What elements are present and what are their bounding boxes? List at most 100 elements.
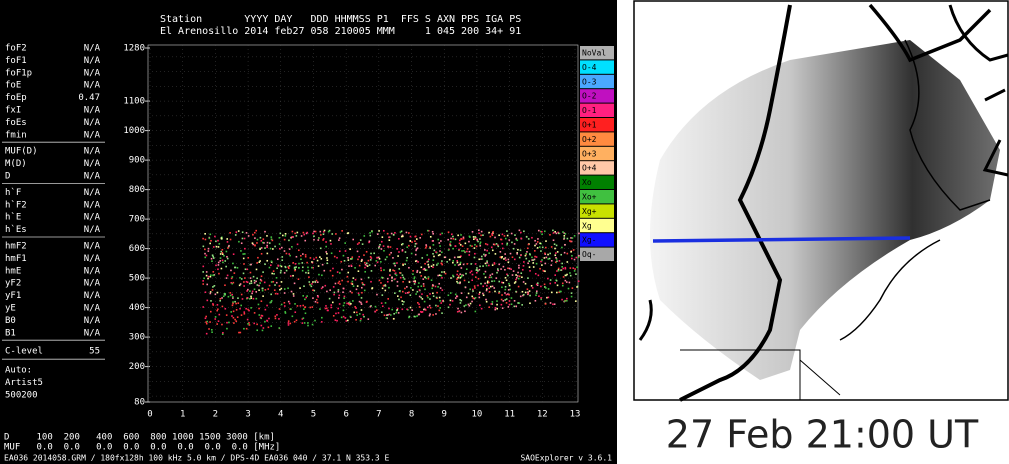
coastline — [839, 239, 941, 341]
echo-dot — [401, 274, 404, 277]
echo-dot — [315, 279, 318, 282]
echo-dot — [280, 281, 283, 283]
echo-dot — [287, 287, 289, 290]
echo-dot — [246, 290, 248, 292]
echo-dot — [420, 233, 423, 236]
echo-dot — [563, 251, 566, 254]
echo-dot — [214, 316, 217, 318]
echo-dot — [389, 314, 392, 316]
echo-dot — [210, 257, 213, 260]
echo-dot — [439, 233, 442, 236]
param-value: N/A — [84, 225, 101, 235]
echo-dot — [384, 258, 387, 261]
echo-dot — [212, 286, 214, 288]
echo-dot — [524, 291, 527, 294]
echo-dot — [390, 232, 393, 235]
echo-dot — [231, 315, 233, 317]
echo-dot — [241, 237, 244, 240]
echo-dot — [284, 233, 287, 235]
echo-dot — [302, 231, 305, 234]
param-label: hmF1 — [5, 254, 27, 264]
echo-dot — [358, 294, 360, 296]
echo-dot — [229, 238, 232, 241]
echo-dot — [235, 302, 237, 305]
echo-dot — [408, 291, 410, 294]
echo-dot — [439, 250, 441, 252]
echo-dot — [530, 285, 533, 287]
echo-dot — [501, 256, 503, 258]
footer-version: SAOExplorer v 3.6.1 — [520, 454, 612, 463]
echo-dot — [431, 230, 434, 233]
echo-dot — [529, 270, 531, 272]
echo-dot — [463, 305, 466, 307]
echo-dot — [374, 310, 377, 313]
echo-dot — [426, 261, 428, 263]
legend-swatch — [580, 46, 614, 60]
echo-dot — [556, 251, 559, 253]
echo-dot — [350, 282, 353, 285]
echo-dot — [564, 266, 567, 269]
legend-label: O-3 — [582, 77, 597, 86]
echo-dot — [484, 262, 487, 265]
echo-dot — [536, 241, 539, 243]
echo-dot — [440, 302, 442, 304]
param-label: yF2 — [5, 279, 21, 289]
echo-dot — [539, 230, 542, 233]
echo-dot — [232, 253, 235, 255]
echo-dot — [469, 236, 471, 238]
echo-dot — [457, 256, 459, 258]
echo-dot — [239, 307, 241, 310]
echo-dot — [390, 251, 392, 254]
echo-dot — [342, 304, 345, 307]
echo-dot — [504, 237, 507, 240]
echo-dot — [209, 292, 212, 295]
echo-dot — [293, 282, 296, 285]
echo-dot — [503, 258, 505, 260]
echo-dot — [384, 289, 387, 292]
echo-dot — [262, 327, 265, 329]
param-label: hmF2 — [5, 242, 27, 252]
echo-dot — [417, 261, 419, 263]
echo-dot — [518, 256, 521, 259]
echo-dot — [341, 230, 343, 232]
echo-dot — [524, 282, 527, 285]
echo-dot — [520, 231, 522, 234]
echo-dot — [566, 237, 569, 240]
echo-dot — [513, 243, 516, 245]
echo-dot — [419, 310, 422, 313]
echo-dot — [454, 297, 457, 299]
echo-dot — [212, 246, 215, 248]
echo-dot — [280, 265, 283, 268]
echo-dot — [515, 238, 518, 241]
echo-dot — [432, 240, 434, 242]
echo-dot — [460, 299, 463, 302]
echo-dot — [427, 229, 430, 232]
echo-dot — [253, 312, 256, 314]
param-value: N/A — [84, 304, 101, 314]
echo-dot — [540, 260, 542, 263]
echo-dot — [444, 272, 447, 275]
echo-dot — [548, 257, 551, 260]
echo-dot — [319, 230, 322, 233]
echo-dot — [376, 256, 378, 259]
echo-dot — [361, 258, 363, 261]
echo-dot — [430, 265, 433, 268]
echo-dot — [484, 282, 486, 285]
echo-dot — [261, 329, 264, 332]
echo-dot — [229, 292, 232, 294]
echo-dot — [489, 285, 492, 288]
echo-dot — [469, 244, 472, 247]
echo-dot — [317, 296, 319, 298]
echo-dot — [253, 322, 256, 325]
echo-dot — [417, 313, 420, 316]
x-tick-label: 3 — [245, 410, 250, 420]
echo-dot — [396, 248, 399, 250]
echo-dot — [244, 277, 246, 279]
echo-dot — [410, 287, 412, 289]
echo-dot — [518, 302, 521, 304]
echo-dot — [204, 252, 206, 255]
echo-dot — [322, 238, 325, 240]
echo-dot — [211, 328, 213, 331]
echo-dot — [226, 241, 229, 243]
echo-dot — [547, 258, 550, 260]
